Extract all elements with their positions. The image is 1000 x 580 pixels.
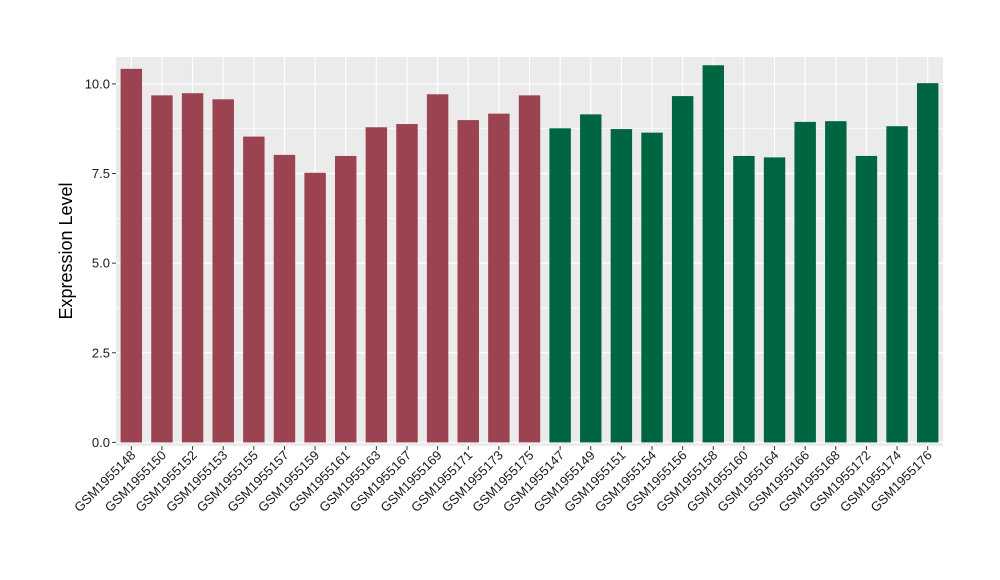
bar-GSM1955163 bbox=[365, 127, 388, 443]
y-axis-ticks: 0.0 2.5 5.0 7.5 10.0 bbox=[85, 76, 116, 450]
bar-GSM1955150 bbox=[151, 95, 173, 443]
y-tick-label: 0.0 bbox=[92, 435, 110, 450]
y-axis-title: Expression Level bbox=[56, 182, 76, 319]
y-tick-label: 10.0 bbox=[85, 76, 110, 91]
bar-GSM1955158 bbox=[702, 65, 724, 443]
y-tick-label: 7.5 bbox=[92, 166, 110, 181]
bar-GSM1955154 bbox=[641, 132, 663, 443]
bar-GSM1955174 bbox=[886, 126, 908, 443]
bars bbox=[120, 65, 939, 443]
bar-GSM1955155 bbox=[243, 136, 265, 443]
bar-GSM1955153 bbox=[212, 99, 234, 443]
bar-GSM1955172 bbox=[855, 155, 878, 443]
bar-GSM1955160 bbox=[733, 155, 755, 443]
bar-GSM1955171 bbox=[457, 120, 479, 443]
bar-GSM1955173 bbox=[488, 113, 510, 443]
bar-GSM1955151 bbox=[610, 129, 633, 443]
y-tick-label: 2.5 bbox=[92, 345, 110, 360]
x-axis-ticks: GSM1955148GSM1955150GSM1955152GSM1955153… bbox=[71, 446, 935, 515]
bar-GSM1955166 bbox=[794, 121, 816, 443]
bar-GSM1955152 bbox=[181, 93, 204, 443]
bar-GSM1955149 bbox=[580, 114, 602, 443]
bar-GSM1955147 bbox=[549, 128, 571, 443]
bar-GSM1955156 bbox=[671, 96, 694, 443]
bar-GSM1955148 bbox=[120, 68, 143, 443]
y-tick-label: 5.0 bbox=[92, 256, 110, 271]
bar-GSM1955159 bbox=[304, 172, 326, 443]
bar-GSM1955167 bbox=[396, 124, 418, 443]
bar-GSM1955175 bbox=[518, 95, 541, 443]
bar-GSM1955168 bbox=[825, 121, 847, 443]
bar-GSM1955176 bbox=[916, 83, 939, 443]
bar-GSM1955164 bbox=[763, 157, 786, 443]
bar-GSM1955161 bbox=[335, 155, 357, 443]
bar-GSM1955157 bbox=[273, 154, 296, 443]
bar-GSM1955169 bbox=[426, 94, 449, 443]
